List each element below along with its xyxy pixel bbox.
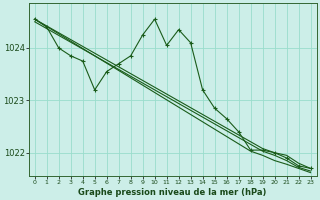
X-axis label: Graphe pression niveau de la mer (hPa): Graphe pression niveau de la mer (hPa) bbox=[78, 188, 267, 197]
